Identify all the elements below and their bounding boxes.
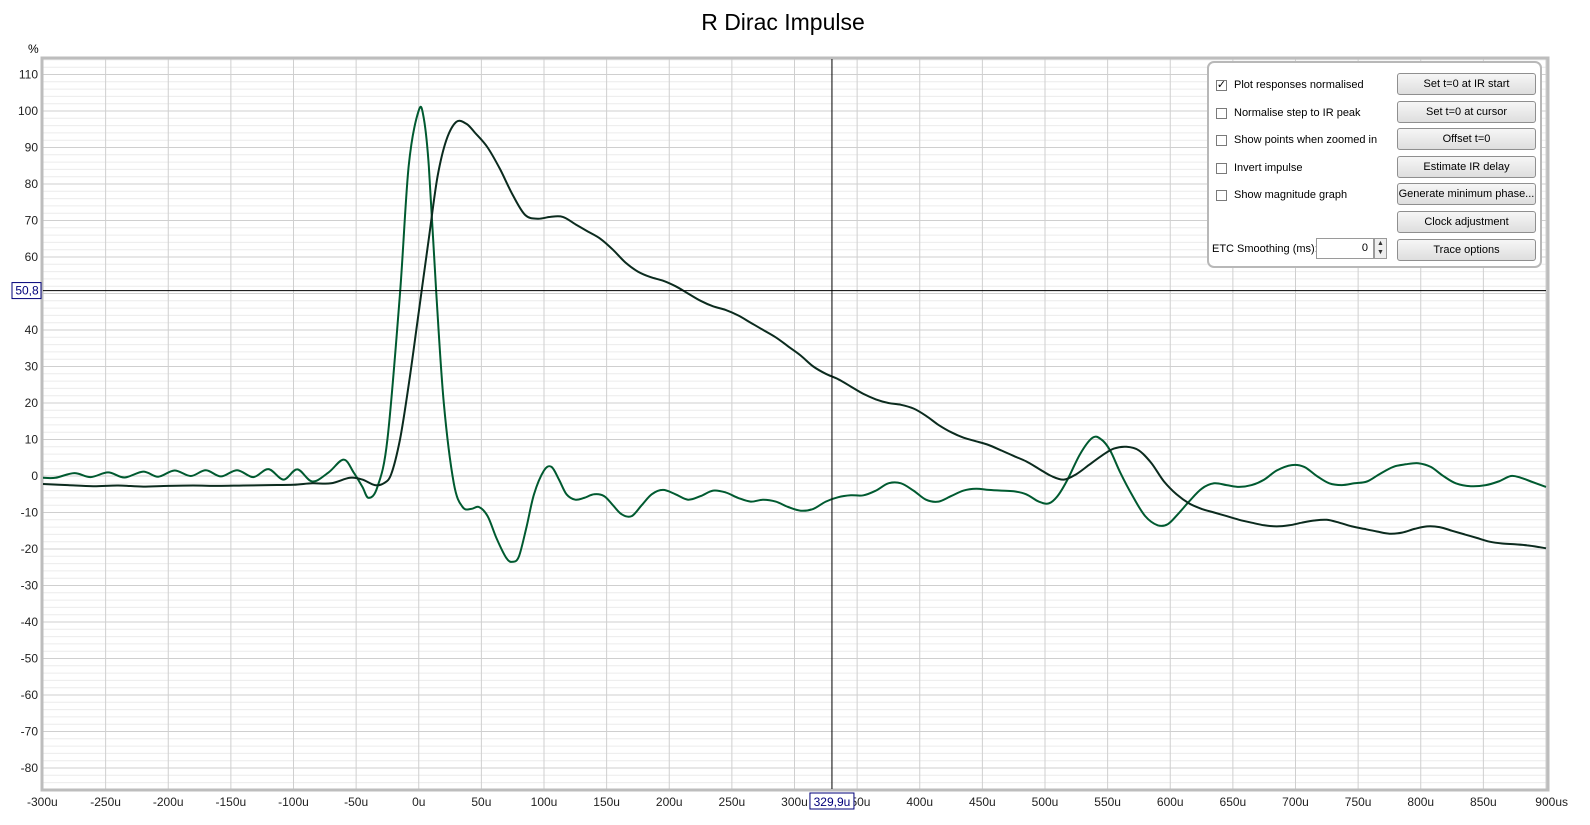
- estimate-ir-delay-button[interactable]: Estimate IR delay: [1397, 156, 1536, 178]
- y-tick-label: 30: [25, 360, 39, 374]
- x-tick-label: 900us: [1535, 795, 1568, 809]
- y-tick-label: 100: [18, 104, 38, 118]
- x-tick-label: 650u: [1220, 795, 1247, 809]
- checkbox-label: Normalise step to IR peak: [1234, 107, 1361, 119]
- chart-title: R Dirac Impulse: [701, 9, 865, 35]
- x-tick-label: 600u: [1157, 795, 1184, 809]
- checkbox-show-magnitude[interactable]: Show magnitude graph: [1216, 185, 1347, 205]
- checkbox-label: Plot responses normalised: [1234, 79, 1364, 91]
- y-tick-label: 70: [25, 214, 39, 228]
- y-axis-unit: %: [28, 42, 39, 56]
- checkbox-box[interactable]: [1216, 189, 1227, 201]
- checkbox-invert-impulse[interactable]: Invert impulse: [1216, 158, 1302, 178]
- y-tick-label: 110: [19, 68, 38, 82]
- x-tick-label: 500u: [1032, 795, 1059, 809]
- generate-minimum-phase-button[interactable]: Generate minimum phase...: [1397, 183, 1536, 205]
- checkbox-box[interactable]: [1216, 134, 1227, 146]
- x-tick-label: 400u: [906, 795, 933, 809]
- x-tick-label: -50u: [344, 795, 368, 809]
- cursor-y-readout: 50,8: [15, 284, 39, 298]
- y-tick-label: 40: [25, 323, 39, 337]
- checkbox-label: Show magnitude graph: [1234, 189, 1348, 201]
- x-tick-label: 100u: [531, 795, 558, 809]
- x-tick-label: 50u: [471, 795, 491, 809]
- checkbox-box[interactable]: [1216, 162, 1227, 174]
- y-tick-label: -60: [21, 688, 39, 702]
- etc-smoothing-spinner[interactable]: ▲ ▼: [1374, 238, 1387, 259]
- y-tick-label: 20: [25, 396, 39, 410]
- x-tick-label: 200u: [656, 795, 683, 809]
- set-t0-ir-start-button[interactable]: Set t=0 at IR start: [1397, 73, 1536, 95]
- x-tick-label: 550u: [1094, 795, 1121, 809]
- cursor-crosshair[interactable]: 50,8 329,9u: [11, 59, 1546, 810]
- controls-panel: ✓ Plot responses normalised Normalise st…: [1207, 61, 1542, 268]
- y-tick-label: -40: [21, 615, 39, 629]
- y-tick-label: 80: [25, 177, 39, 191]
- y-tick-label: 10: [25, 433, 39, 447]
- checkbox-plot-responses-normalised[interactable]: ✓ Plot responses normalised: [1216, 75, 1364, 95]
- y-tick-label: 60: [25, 250, 39, 264]
- cursor-x-readout-box: [809, 792, 855, 810]
- etc-smoothing-label: ETC Smoothing (ms):: [1212, 243, 1318, 255]
- x-tick-label: -100u: [278, 795, 309, 809]
- x-tick-label: 250u: [719, 795, 746, 809]
- x-tick-label: -300u: [27, 795, 58, 809]
- x-tick-label: 150u: [593, 795, 620, 809]
- checkbox-label: Show points when zoomed in: [1234, 134, 1378, 146]
- y-tick-label: -80: [21, 761, 39, 775]
- series-line-1: [42, 105, 1547, 563]
- etc-smoothing-input[interactable]: 0: [1316, 238, 1374, 259]
- cursor-x-readout: 329,9u: [814, 795, 851, 809]
- checkbox-label: Invert impulse: [1234, 162, 1303, 174]
- x-tick-label: 750u: [1345, 795, 1372, 809]
- x-tick-label: -150u: [216, 795, 247, 809]
- y-tick-label: -70: [21, 725, 39, 739]
- clock-adjustment-button[interactable]: Clock adjustment: [1397, 211, 1536, 233]
- x-tick-label: 0u: [412, 795, 425, 809]
- set-t0-cursor-button[interactable]: Set t=0 at cursor: [1397, 101, 1536, 123]
- series-lines: [42, 105, 1547, 563]
- y-tick-label: 0: [31, 469, 38, 483]
- trace-options-button[interactable]: Trace options: [1397, 239, 1536, 261]
- cursor-y-readout-box: [11, 282, 42, 300]
- y-tick-label: 90: [25, 141, 39, 155]
- x-tick-label: 800u: [1407, 795, 1434, 809]
- x-tick-label: -250u: [90, 795, 121, 809]
- x-tick-label: -200u: [153, 795, 184, 809]
- series-line-2: [42, 119, 1547, 550]
- x-tick-label: 300u: [781, 795, 808, 809]
- checkbox-box[interactable]: ✓: [1216, 78, 1227, 91]
- spin-up-icon[interactable]: ▲: [1377, 240, 1384, 247]
- spin-down-icon[interactable]: ▼: [1377, 249, 1384, 256]
- checkbox-normalise-step[interactable]: Normalise step to IR peak: [1216, 103, 1361, 123]
- checkbox-show-points[interactable]: Show points when zoomed in: [1216, 130, 1377, 150]
- x-tick-label: 450u: [969, 795, 996, 809]
- y-tick-label: -30: [21, 579, 39, 593]
- y-tick-label: -10: [21, 506, 39, 520]
- x-tick-label: 850u: [1470, 795, 1497, 809]
- checkbox-box[interactable]: [1216, 107, 1227, 119]
- y-tick-label: -20: [21, 542, 39, 556]
- y-tick-label: -50: [21, 652, 39, 666]
- grid-lines: [42, 59, 1547, 789]
- x-tick-label: 700u: [1282, 795, 1309, 809]
- offset-t0-button[interactable]: Offset t=0: [1397, 128, 1536, 150]
- plot-frame: [40, 56, 1550, 792]
